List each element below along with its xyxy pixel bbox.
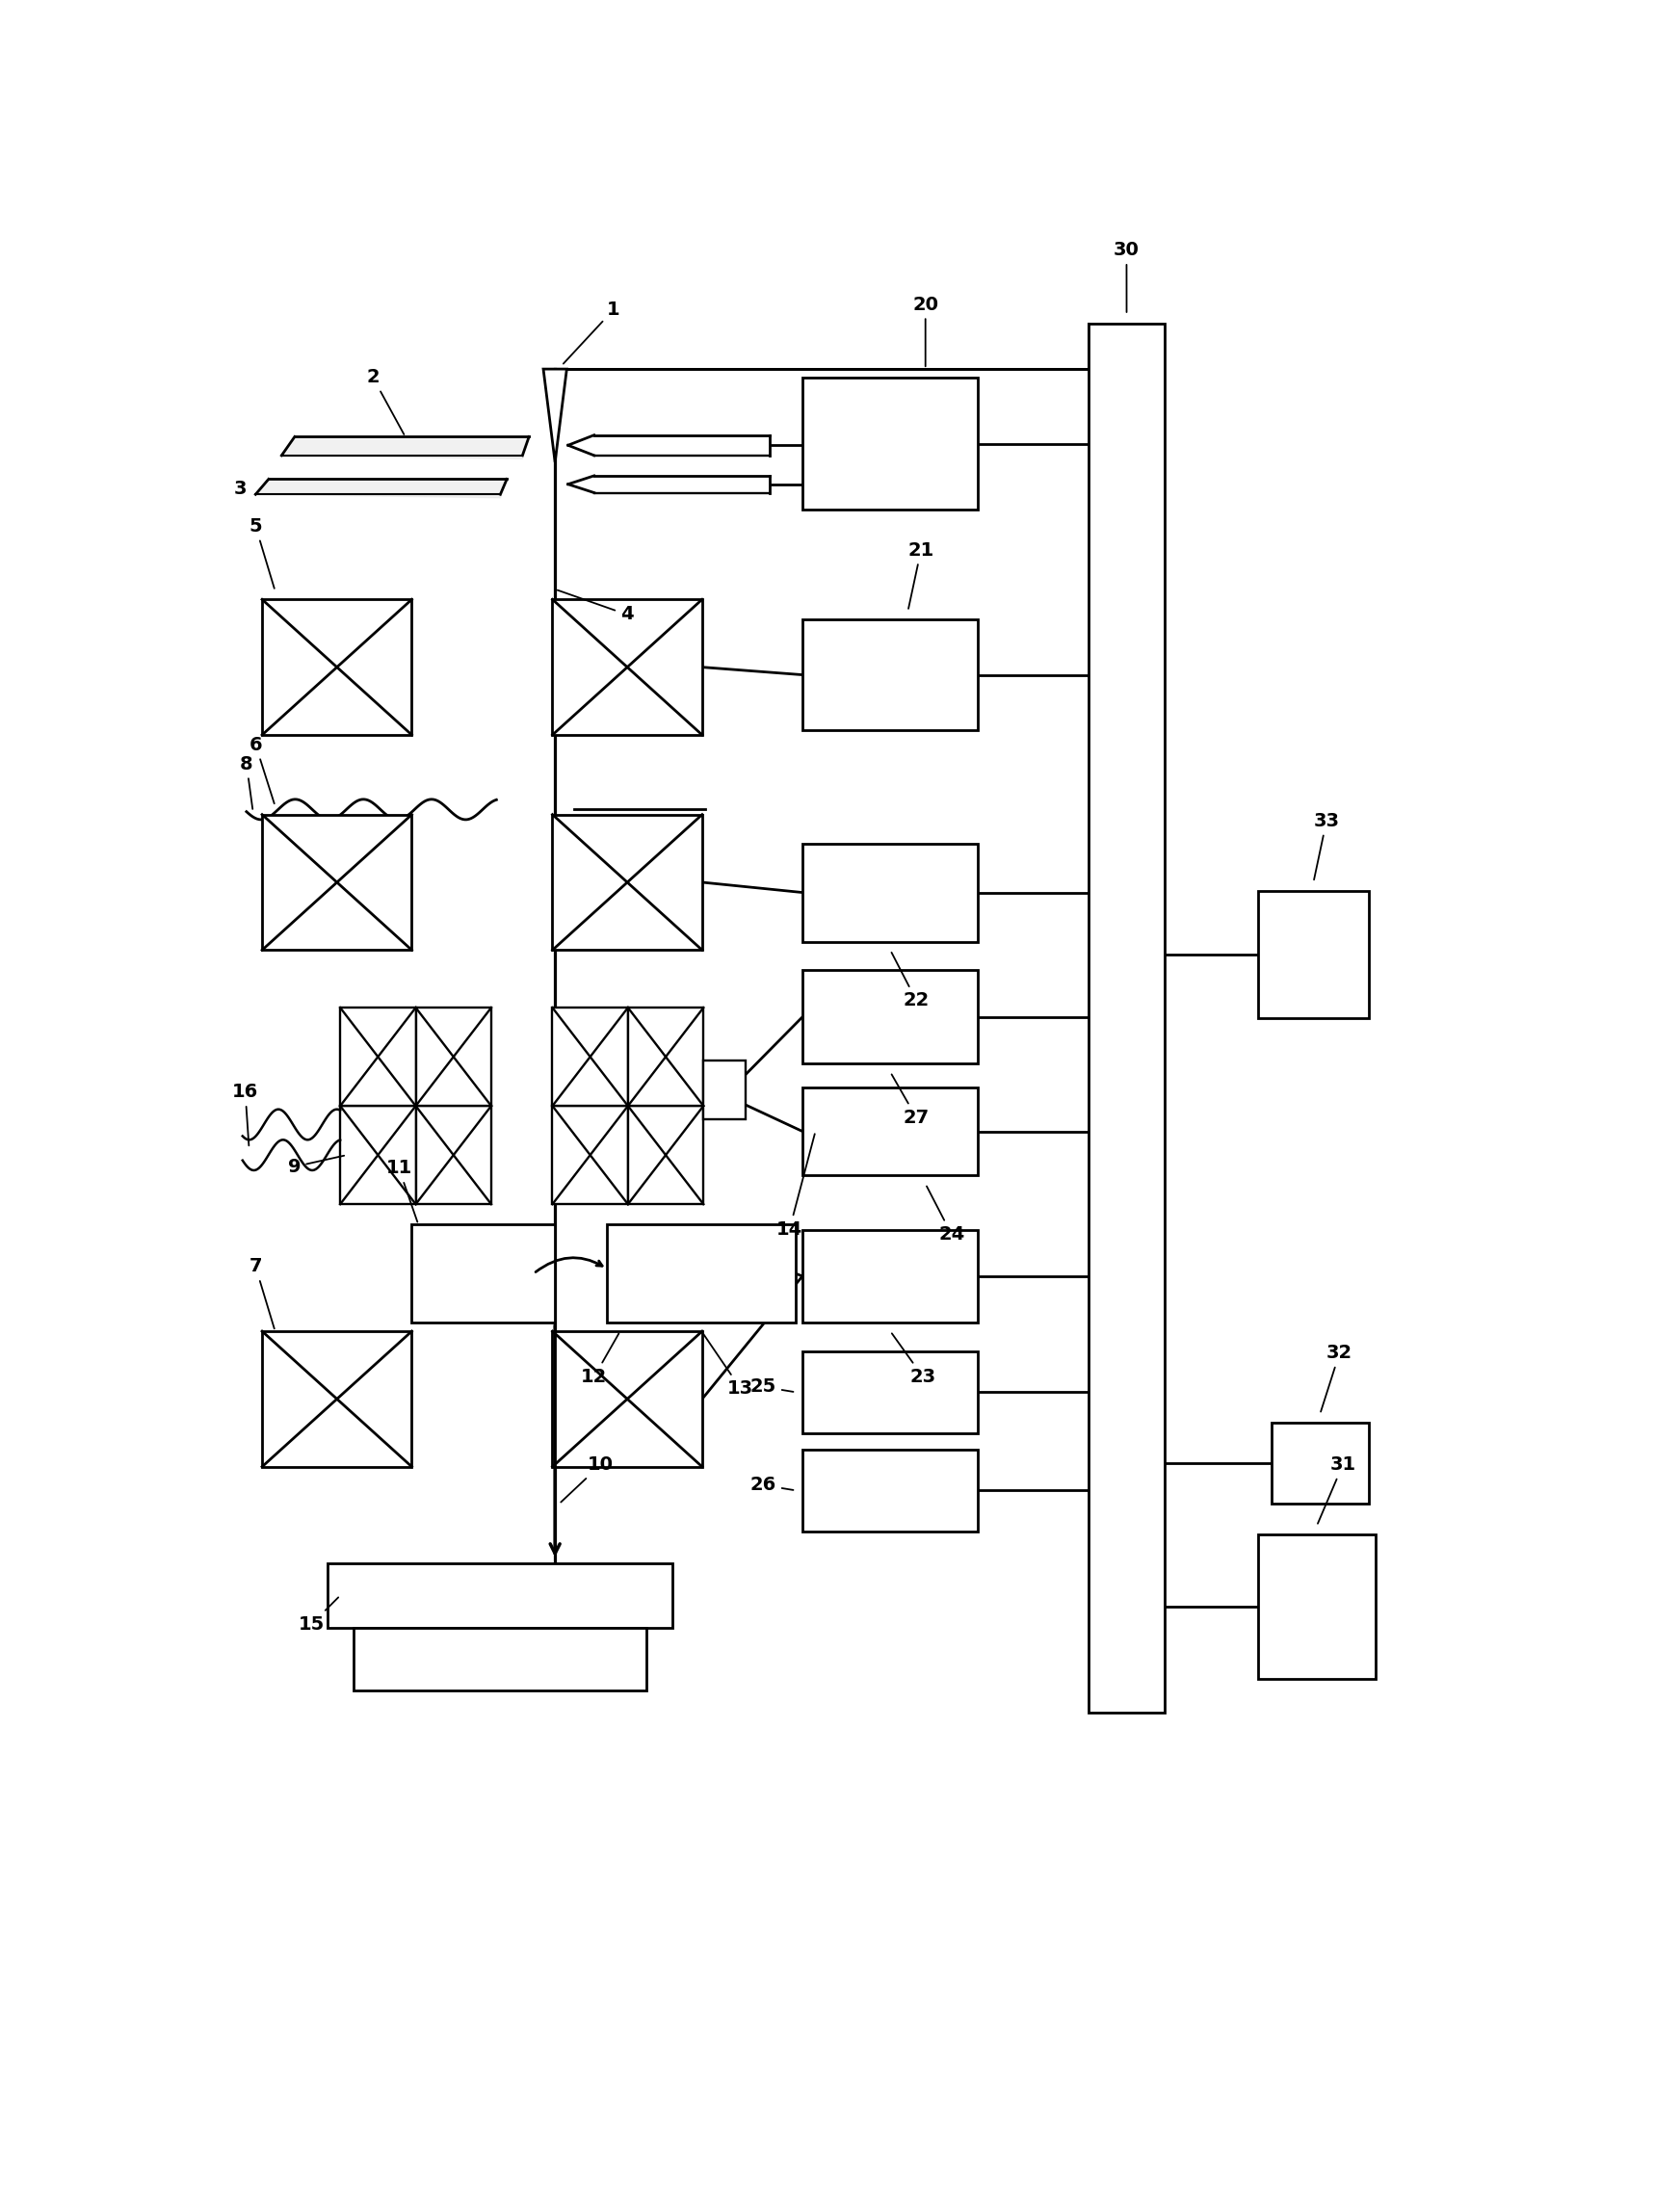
Bar (415, 1008, 491, 1107)
Text: 9: 9 (289, 1155, 344, 1175)
Bar (553, 598, 702, 735)
Text: 6: 6 (249, 735, 274, 803)
Polygon shape (543, 370, 566, 462)
Bar (803, 970, 978, 1063)
Bar (262, 1331, 412, 1467)
Text: 3: 3 (234, 480, 247, 499)
Bar (803, 378, 978, 510)
Bar (1272, 1423, 1369, 1505)
Text: 14: 14 (776, 1133, 815, 1239)
Bar (1089, 323, 1164, 1712)
Bar (704, 1060, 746, 1120)
Text: 10: 10 (561, 1456, 613, 1503)
Bar (339, 1107, 415, 1203)
Text: 22: 22 (892, 953, 929, 1010)
Bar (1258, 891, 1369, 1019)
Bar (803, 1087, 978, 1175)
Bar (803, 843, 978, 942)
Bar (262, 598, 412, 735)
Text: 32: 32 (1320, 1344, 1352, 1412)
Bar (415, 1107, 491, 1203)
Bar (339, 1008, 415, 1107)
Text: 1: 1 (563, 301, 620, 363)
Bar (628, 1107, 704, 1203)
Text: 12: 12 (581, 1333, 618, 1386)
Text: 15: 15 (299, 1597, 338, 1632)
Text: 31: 31 (1317, 1456, 1356, 1525)
Polygon shape (255, 480, 507, 497)
Text: 24: 24 (927, 1186, 964, 1243)
Text: 7: 7 (249, 1258, 274, 1329)
Polygon shape (568, 436, 769, 455)
Bar (803, 620, 978, 730)
Bar (803, 1450, 978, 1531)
Text: 21: 21 (907, 541, 934, 609)
Text: 27: 27 (892, 1074, 929, 1126)
Bar (803, 1351, 978, 1432)
Text: 11: 11 (386, 1159, 417, 1221)
Bar (553, 1107, 628, 1203)
Text: 23: 23 (892, 1333, 936, 1386)
Bar (553, 1008, 628, 1107)
Text: 30: 30 (1114, 242, 1139, 312)
Bar (628, 1008, 704, 1107)
Bar (412, 1225, 554, 1322)
Text: 8: 8 (240, 755, 254, 810)
Text: 2: 2 (366, 367, 403, 433)
Text: 4: 4 (558, 590, 633, 623)
Text: 33: 33 (1314, 812, 1339, 880)
Bar (1258, 1536, 1376, 1679)
Text: 26: 26 (751, 1476, 793, 1494)
Bar (803, 1230, 978, 1322)
Bar (262, 814, 412, 950)
Text: 5: 5 (249, 517, 274, 587)
Bar (353, 1628, 647, 1690)
Text: 13: 13 (702, 1333, 754, 1397)
Text: 25: 25 (751, 1377, 793, 1397)
Text: 20: 20 (912, 295, 939, 367)
Text: 16: 16 (232, 1082, 259, 1146)
Polygon shape (282, 438, 529, 460)
Bar (553, 1331, 702, 1467)
Bar (328, 1564, 672, 1628)
Polygon shape (568, 475, 769, 493)
Bar (606, 1225, 796, 1322)
Bar (553, 814, 702, 950)
